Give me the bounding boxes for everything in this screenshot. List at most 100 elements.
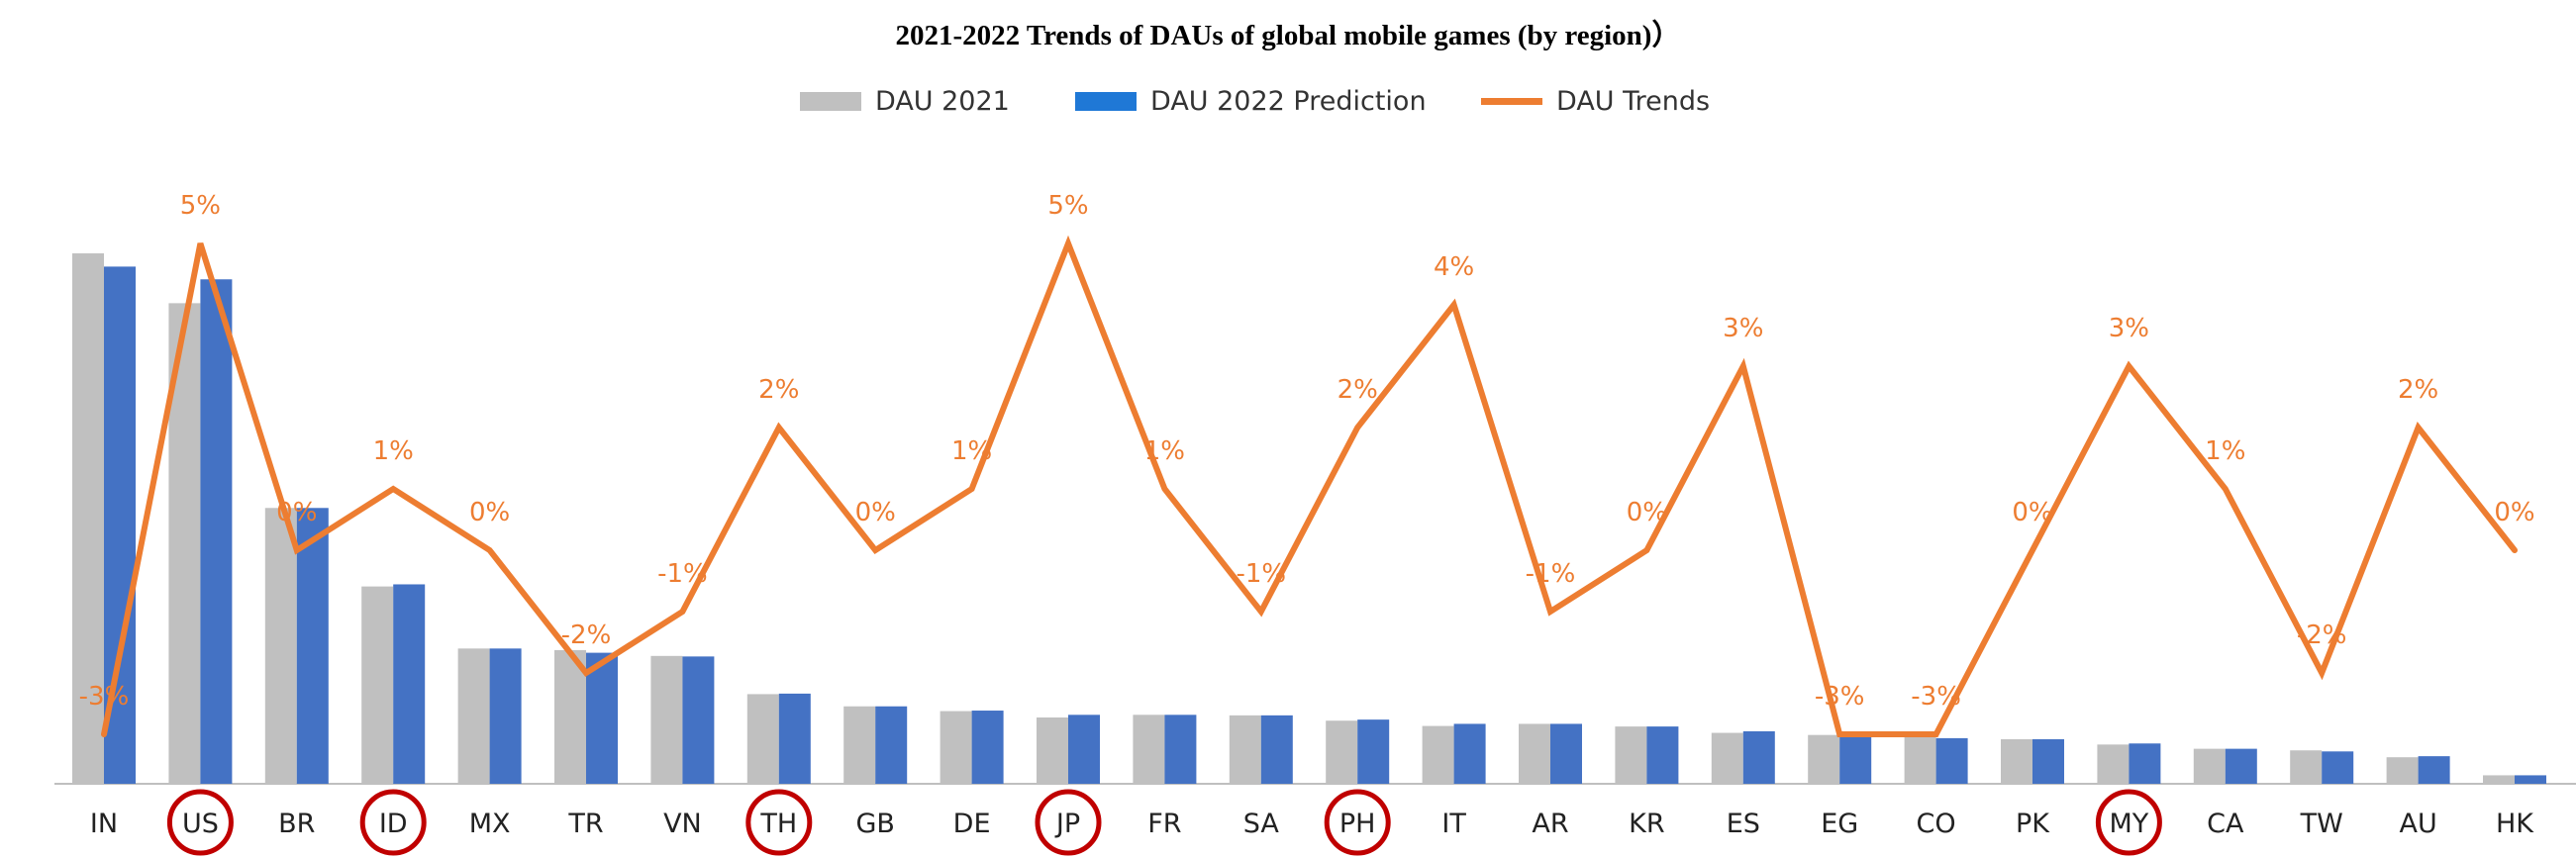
x-tick-label-th: TH (759, 809, 797, 839)
highlight-circle-ph (1324, 789, 1391, 856)
trend-label-ph: 2% (1338, 375, 1378, 405)
highlight-circle-th (745, 789, 813, 856)
trend-label-eg: -3% (1815, 682, 1865, 712)
trend-point-tw (2321, 672, 2323, 674)
bar-dau-2022-prediction-hk (2515, 775, 2546, 784)
trend-label-id: 1% (373, 436, 414, 466)
bar-dau-2021-hk (2483, 775, 2515, 784)
bar-dau-2022-prediction-my (2129, 743, 2161, 784)
bar-dau-2022-prediction-gb (875, 706, 908, 784)
trend-label-my: 3% (2109, 314, 2149, 343)
x-tick-label-ph: PH (1339, 809, 1376, 839)
trend-label-br: 0% (276, 498, 317, 527)
bar-dau-2022-prediction-eg (1839, 735, 1872, 784)
trend-label-th: 2% (758, 375, 799, 405)
bar-dau-2021-jp (1037, 717, 1068, 784)
trend-label-pk: 0% (2012, 498, 2052, 527)
legend-item-dau-2021: DAU 2021 (800, 81, 1010, 121)
bar-dau-2022-prediction-br (296, 508, 329, 784)
trend-point-es (1742, 365, 1744, 367)
legend-label-dau-2021: DAU 2021 (875, 85, 1010, 117)
bar-dau-2021-mx (457, 648, 490, 784)
x-tick-label-fr: FR (1147, 809, 1181, 839)
trend-label-tr: -2% (561, 620, 612, 650)
trend-label-us: 5% (180, 191, 221, 221)
bar-dau-2021-sa (1229, 715, 1261, 784)
trend-point-tr (585, 672, 587, 674)
bar-dau-2022-prediction-kr (1646, 726, 1679, 784)
trend-label-tw: -2% (2297, 620, 2347, 650)
bar-dau-2022-prediction-it (1453, 723, 1486, 784)
bar-dau-2022-prediction-pk (2032, 738, 2064, 784)
bar-dau-2021-au (2386, 757, 2419, 784)
trend-point-sa (1260, 611, 1262, 613)
trend-point-th (778, 427, 780, 429)
bar-dau-2022-prediction-fr (1164, 715, 1197, 784)
bar-dau-2021-my (2097, 744, 2130, 784)
trend-point-pk (2031, 549, 2033, 551)
x-tick-label-au: AU (2399, 809, 2436, 839)
x-tick-label-tw: TW (2300, 809, 2343, 839)
x-tick-label-mx: MX (469, 809, 511, 839)
bar-dau-2021-ca (2193, 748, 2226, 784)
x-tick-label-de: DE (953, 809, 991, 839)
x-tick-label-es: ES (1727, 809, 1760, 839)
x-tick-label-ar: AR (1532, 809, 1568, 839)
bar-dau-2021-de (940, 711, 972, 784)
bar-dau-2022-prediction-co (1935, 737, 1968, 784)
bar-dau-2022-prediction-mx (489, 648, 522, 784)
trend-label-ar: -1% (1526, 559, 1576, 589)
trend-point-mx (489, 549, 491, 551)
x-tick-label-vn: VN (663, 809, 702, 839)
trend-point-us (199, 242, 201, 244)
trend-label-gb: 0% (855, 498, 896, 527)
bar-dau-2022-prediction-tw (2322, 751, 2354, 784)
x-tick-label-it: IT (1441, 809, 1466, 839)
trend-point-eg (1838, 733, 1840, 735)
bar-dau-2021-in (72, 253, 104, 784)
bar-dau-2022-prediction-es (1742, 730, 1775, 784)
bar-dau-2022-prediction-ca (2225, 748, 2257, 784)
bar-dau-2021-th (746, 694, 779, 784)
highlight-circle-us (166, 789, 234, 856)
trend-point-fr (1163, 488, 1165, 490)
bar-dau-2022-prediction-ar (1550, 723, 1582, 784)
bar-dau-2021-ar (1519, 723, 1550, 784)
x-tick-label-sa: SA (1243, 809, 1280, 839)
trend-point-vn (681, 611, 683, 613)
x-tick-label-us: US (182, 809, 219, 839)
x-tick-label-jp: JP (1054, 809, 1080, 839)
trend-label-vn: -1% (657, 559, 708, 589)
x-tick-label-my: MY (2110, 809, 2149, 839)
trend-point-in (103, 733, 105, 735)
trend-point-hk (2514, 549, 2516, 551)
trend-point-jp (1067, 242, 1069, 244)
trend-point-de (971, 488, 973, 490)
bar-dau-2022-prediction-us (200, 279, 233, 784)
trend-point-gb (874, 549, 876, 551)
chart-title: 2021-2022 Trends of DAUs of global mobil… (895, 20, 1681, 51)
bar-dau-2022-prediction-id (393, 584, 426, 784)
bar-dau-2021-gb (843, 706, 876, 784)
bar-dau-2021-fr (1133, 715, 1165, 784)
trend-point-id (392, 488, 394, 490)
bar-dau-2022-prediction-ph (1357, 719, 1390, 784)
bar-dau-2022-prediction-th (778, 693, 811, 784)
legend-item-dau-2022: DAU 2022 Prediction (1075, 81, 1427, 121)
bar-dau-2021-co (1904, 736, 1936, 784)
bar-dau-2022-prediction-sa (1260, 715, 1293, 784)
trend-label-it: 4% (1434, 252, 1474, 282)
trend-label-au: 2% (2398, 375, 2438, 405)
bar-dau-2021-tw (2290, 750, 2323, 784)
trend-point-it (1453, 304, 1455, 306)
trend-point-my (2128, 365, 2130, 367)
trend-label-hk: 0% (2494, 498, 2534, 527)
trend-label-sa: -1% (1236, 559, 1286, 589)
legend-swatch-dau-2022 (1075, 91, 1137, 111)
bar-dau-2021-tr (554, 649, 586, 784)
x-tick-label-id: ID (379, 809, 408, 839)
bar-dau-2021-it (1422, 725, 1454, 784)
x-tick-label-eg: EG (1821, 809, 1858, 839)
bar-dau-2022-prediction-vn (682, 656, 715, 784)
